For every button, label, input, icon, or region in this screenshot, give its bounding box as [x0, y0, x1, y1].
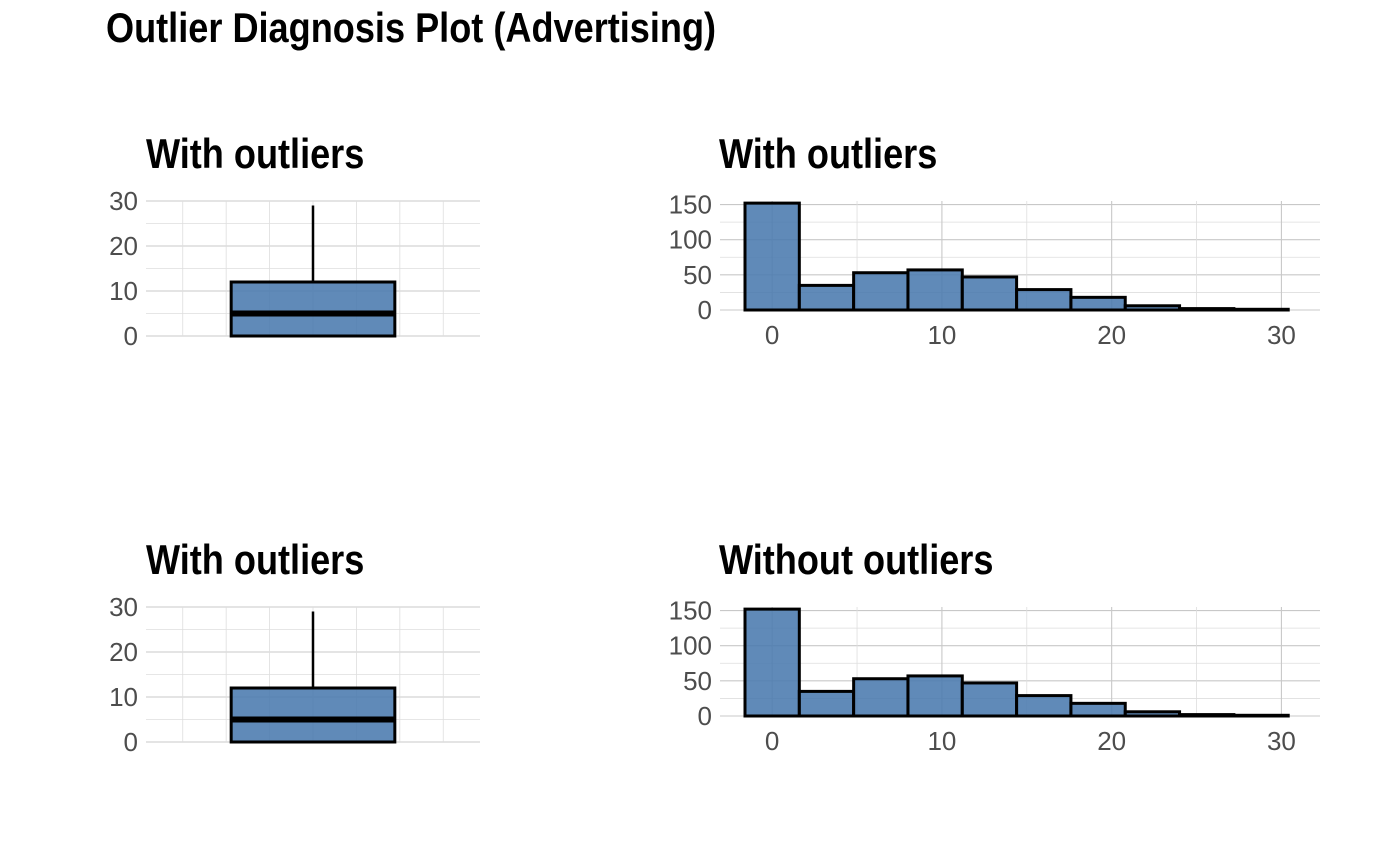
panel-1-title: With outliers: [146, 132, 364, 178]
y-tick-label: 30: [109, 592, 138, 622]
panel-4-title: Without outliers: [719, 538, 993, 584]
x-tick-label: 0: [765, 320, 779, 350]
histogram-bar: [1232, 713, 1290, 718]
y-tick-label: 0: [124, 321, 138, 351]
histogram-bar: [1069, 295, 1127, 312]
histogram-bar: [1123, 304, 1182, 312]
histogram-bar: [1015, 694, 1073, 718]
histogram-bar: [743, 201, 801, 312]
y-tick-label: 20: [109, 637, 138, 667]
y-tick-label: 0: [124, 727, 138, 757]
x-tick-label: 20: [1097, 320, 1126, 350]
histogram-bar: [1232, 307, 1290, 312]
panel-3: With outliers 0 10 20 30: [109, 538, 480, 757]
panel-2-title: With outliers: [719, 132, 937, 178]
histogram-bar: [960, 681, 1019, 718]
x-tick-label: 20: [1097, 726, 1126, 756]
box-iqr: [229, 280, 397, 338]
histogram-bar: [852, 271, 910, 312]
box-iqr: [229, 686, 397, 744]
y-tick-label: 100: [669, 225, 712, 255]
y-tick-label: 50: [683, 260, 712, 290]
histogram-bar: [797, 689, 856, 718]
panel-4: Without outliers 0 50 100 150 0 10 20 30: [669, 538, 1320, 756]
histogram-bar: [1069, 701, 1127, 718]
histogram-bar: [906, 674, 964, 718]
x-tick-label: 10: [927, 320, 956, 350]
histogram-bar: [1178, 307, 1236, 312]
x-tick-label: 10: [927, 726, 956, 756]
panel-1: With outliers 0 10 20 30: [109, 132, 480, 351]
y-tick-label: 10: [109, 276, 138, 306]
panel-3-title: With outliers: [146, 538, 364, 584]
y-tick-label: 0: [698, 295, 712, 325]
x-tick-label: 30: [1267, 726, 1296, 756]
y-tick-label: 20: [109, 231, 138, 261]
histogram-bar: [1178, 713, 1236, 718]
histogram-bar: [1015, 288, 1073, 312]
y-tick-label: 10: [109, 682, 138, 712]
figure-title: Outlier Diagnosis Plot (Advertising): [106, 4, 717, 51]
y-tick-label: 50: [683, 666, 712, 696]
histogram-bar: [797, 283, 856, 312]
y-tick-label: 150: [669, 596, 712, 626]
x-tick-label: 0: [765, 726, 779, 756]
y-tick-label: 100: [669, 631, 712, 661]
y-tick-label: 0: [698, 701, 712, 731]
histogram-bar: [1123, 710, 1182, 718]
y-tick-label: 150: [669, 190, 712, 220]
x-tick-label: 30: [1267, 320, 1296, 350]
panel-2: With outliers 0 50 100 150 0 10 20 30: [669, 132, 1320, 350]
histogram-bar: [852, 677, 910, 718]
y-tick-label: 30: [109, 186, 138, 216]
histogram-bar: [960, 275, 1019, 312]
histogram-bar: [906, 268, 964, 312]
histogram-bar: [743, 607, 801, 718]
